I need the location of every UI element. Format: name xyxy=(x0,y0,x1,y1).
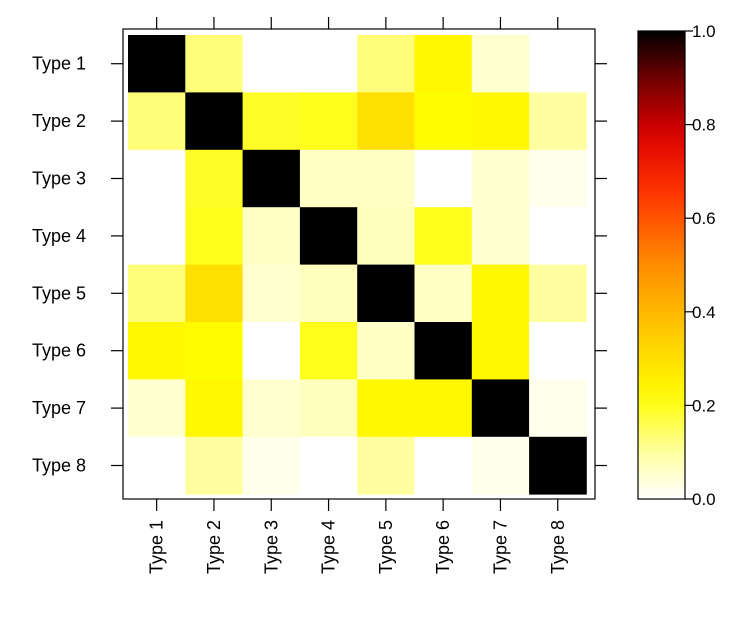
heatmap-cell xyxy=(471,264,530,323)
y-tick-label: Type 8 xyxy=(32,456,86,476)
heatmap-cell xyxy=(471,379,530,438)
x-tick-label: Type 7 xyxy=(490,520,510,574)
heatmap-cell xyxy=(357,92,415,151)
heatmap-cell xyxy=(414,207,473,265)
heatmap-cell xyxy=(299,207,358,265)
heatmap-cell xyxy=(529,92,587,151)
heatmap-cell xyxy=(471,322,530,380)
heatmap-cell xyxy=(242,436,301,495)
y-tick-label: Type 3 xyxy=(32,169,86,189)
heatmap-cell xyxy=(414,264,473,323)
colorbar-tick-label: 0.2 xyxy=(692,396,716,415)
heatmap-cell xyxy=(357,149,415,208)
colorbar: 0.0 0.2 0.4 0.6 0.8 1.0 xyxy=(637,22,716,509)
heatmap-cell xyxy=(414,436,473,495)
heatmap-cell xyxy=(471,92,530,151)
heatmap-cell xyxy=(414,35,473,93)
colorbar-frame xyxy=(637,30,686,500)
heatmap-cell xyxy=(529,379,587,438)
heatmap-cell xyxy=(299,264,358,323)
heatmap-cell xyxy=(357,379,415,438)
heatmap-cell xyxy=(185,149,243,208)
y-tick-label: Type 4 xyxy=(32,226,86,246)
heatmap-cell xyxy=(414,149,473,208)
heatmap-cell xyxy=(128,322,186,380)
heatmap-cell xyxy=(185,379,243,438)
heatmap-cell xyxy=(299,436,358,495)
heatmap-cell xyxy=(128,92,186,151)
heatmap-cell xyxy=(242,379,301,438)
colorbar-tick-label: 1.0 xyxy=(692,22,716,41)
colorbar-tick-label: 0.4 xyxy=(692,303,716,322)
x-axis-tick-labels: Type 1 Type 2 Type 3 Type 4 Type 5 Type 6 Type… xyxy=(147,520,568,574)
heatmap-cell xyxy=(357,322,415,380)
heatmap-cell xyxy=(529,436,587,495)
colorbar-gradient xyxy=(638,31,685,499)
heatmap-cell xyxy=(299,322,358,380)
x-tick-label: Type 5 xyxy=(376,520,396,574)
heatmap-cell xyxy=(414,92,473,151)
heatmap-cell xyxy=(357,264,415,323)
heatmap-cell xyxy=(128,207,186,265)
y-tick-label: Type 6 xyxy=(32,341,86,361)
heatmap-cell xyxy=(185,92,243,151)
heatmap-cell xyxy=(128,149,186,208)
y-axis-tick-labels: Type 1 Type 2 Type 3 Type 4 Type 5 Type 6 Type… xyxy=(32,54,86,476)
heatmap-cell xyxy=(357,436,415,495)
heatmap-cell xyxy=(529,264,587,323)
y-tick-label: Type 1 xyxy=(32,54,86,74)
heatmap-cell xyxy=(128,379,186,438)
colorbar-tick-label: 0.0 xyxy=(692,490,716,509)
heatmap-cell xyxy=(185,322,243,380)
heatmap-cell xyxy=(185,264,243,323)
x-tick-label: Type 6 xyxy=(433,520,453,574)
heatmap-cell xyxy=(242,322,301,380)
heatmap-cell xyxy=(357,207,415,265)
heatmap-cell xyxy=(242,35,301,93)
heatmap-cells xyxy=(128,35,587,495)
heatmap-cell xyxy=(529,149,587,208)
heatmap-cell xyxy=(299,92,358,151)
heatmap-cell xyxy=(299,35,358,93)
heatmap-cell xyxy=(471,149,530,208)
heatmap-cell xyxy=(299,149,358,208)
heatmap-cell xyxy=(529,322,587,380)
heatmap-cell xyxy=(242,92,301,151)
y-tick-label: Type 2 xyxy=(32,111,86,131)
x-tick-label: Type 2 xyxy=(204,520,224,574)
heatmap-cell xyxy=(128,264,186,323)
heatmap-cell xyxy=(414,322,473,380)
heatmap-cell xyxy=(529,207,587,265)
x-tick-label: Type 1 xyxy=(147,520,167,574)
y-tick-label: Type 5 xyxy=(32,283,86,303)
axis-ticks xyxy=(111,17,607,511)
heatmap-cell xyxy=(185,207,243,265)
heatmap-cell xyxy=(242,149,301,208)
colorbar-tick-label: 0.6 xyxy=(692,209,716,228)
x-tick-label: Type 4 xyxy=(319,520,339,574)
heatmap-cell xyxy=(357,35,415,93)
heatmap-cell xyxy=(185,436,243,495)
heatmap-cell xyxy=(242,207,301,265)
heatmap-cell xyxy=(414,379,473,438)
heatmap-cell xyxy=(471,35,530,93)
heatmap-cell xyxy=(128,35,186,93)
heatmap-cell xyxy=(471,436,530,495)
heatmap-cell xyxy=(185,35,243,93)
heatmap-cell xyxy=(529,35,587,93)
x-tick-label: Type 8 xyxy=(548,520,568,574)
plot-frame xyxy=(122,28,596,500)
x-tick-label: Type 3 xyxy=(261,520,281,574)
heatmap-cell xyxy=(128,436,186,495)
colorbar-tick-label: 0.8 xyxy=(692,116,716,135)
heatmap-cell xyxy=(471,207,530,265)
heatmap-cell xyxy=(299,379,358,438)
heatmap-cell xyxy=(242,264,301,323)
y-tick-label: Type 7 xyxy=(32,398,86,418)
